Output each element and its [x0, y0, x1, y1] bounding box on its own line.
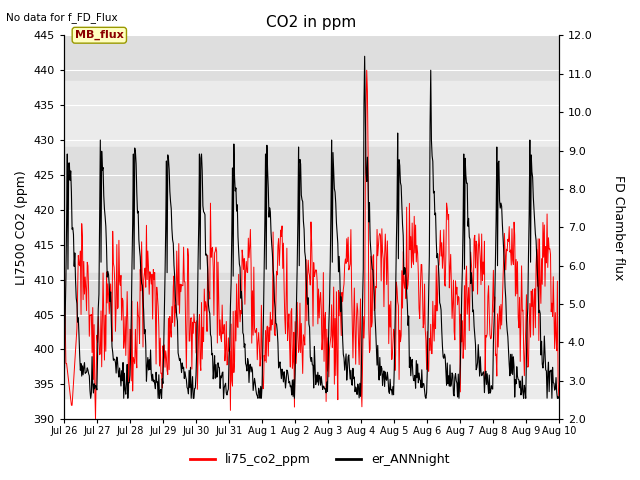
Bar: [64, 36, 559, 81]
Bar: [64, 273, 559, 336]
Title: CO2 in ppm: CO2 in ppm: [266, 15, 356, 30]
Y-axis label: LI7500 CO2 (ppm): LI7500 CO2 (ppm): [15, 170, 28, 285]
Legend: li75_co2_ppm, er_ANNnight: li75_co2_ppm, er_ANNnight: [186, 448, 454, 471]
Text: No data for f_FD_Flux: No data for f_FD_Flux: [6, 12, 118, 23]
Bar: [64, 81, 559, 147]
Bar: [64, 147, 559, 210]
Bar: [64, 210, 559, 273]
Text: MB_flux: MB_flux: [75, 30, 124, 40]
Y-axis label: FD Chamber flux: FD Chamber flux: [612, 175, 625, 280]
Bar: [64, 336, 559, 398]
